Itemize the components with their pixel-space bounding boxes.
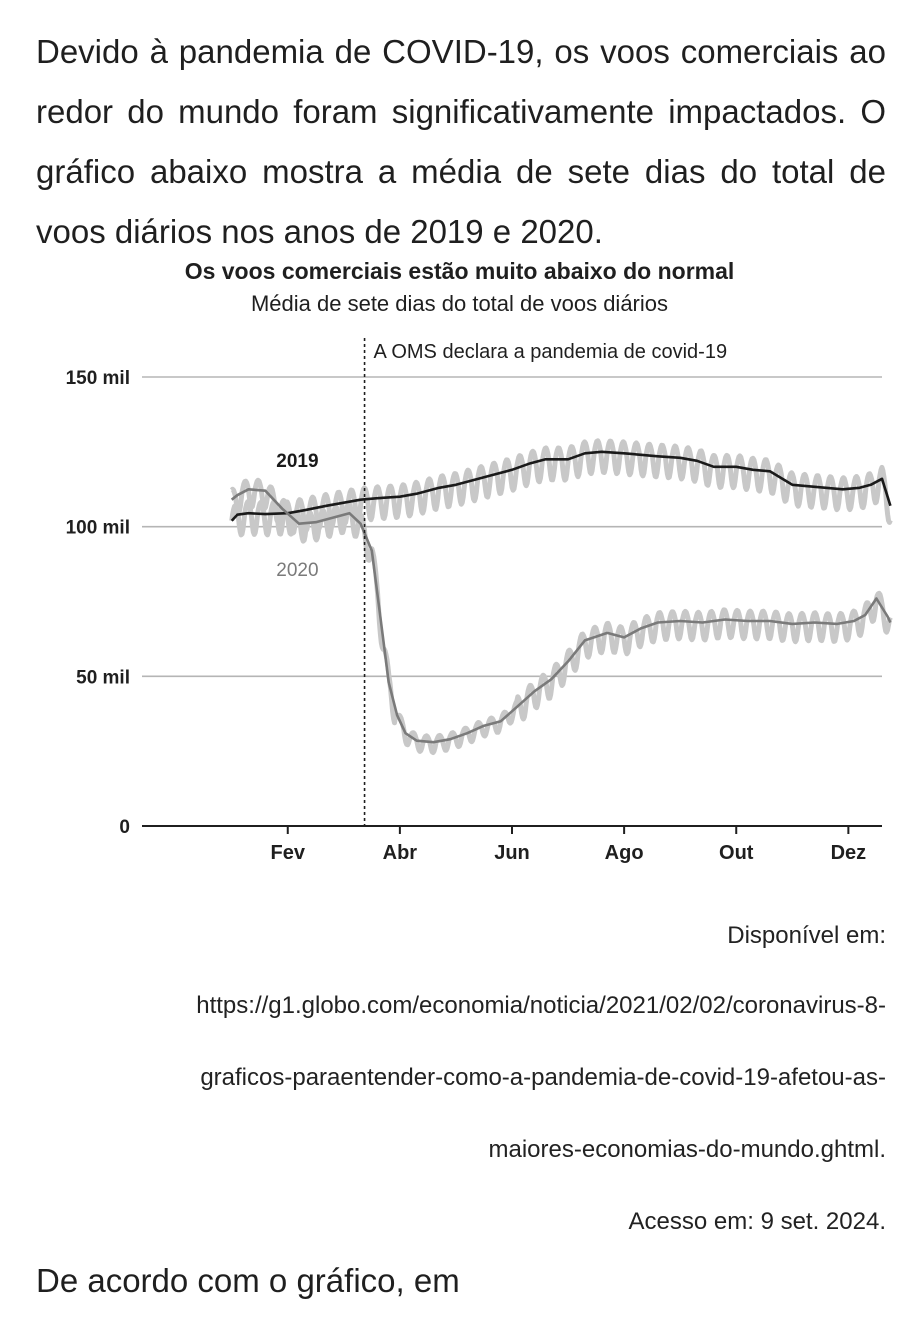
intro-paragraph: Devido à pandemia de COVID-19, os voos c… xyxy=(36,33,886,250)
axis-layer: 0 50 mil 100 mil 150 mil Fev Abr Jun Ago Out Dez xyxy=(66,368,882,864)
source-url-line-1[interactable]: https://g1.globo.com/economia/noticia/20… xyxy=(196,992,886,1019)
series-line-2019 xyxy=(230,450,892,522)
daily-values-layer xyxy=(229,438,893,756)
access-date: Acesso em: 9 set. 2024. xyxy=(628,1208,886,1235)
x-tick-label: Ago xyxy=(605,842,644,864)
source-url-line-2[interactable]: graficos-paraentender-como-a-pandemia-de… xyxy=(200,1064,886,1091)
source-label: Disponível em: xyxy=(727,922,886,949)
x-tick-label: Jun xyxy=(494,842,530,864)
y-tick-label: 150 mil xyxy=(66,368,130,389)
x-tick-label: Out xyxy=(719,842,754,864)
y-tick-label: 0 xyxy=(119,817,130,838)
chart-subtitle: Média de sete dias do total de voos diár… xyxy=(250,291,669,316)
x-tick-label: Fev xyxy=(271,842,306,864)
chart-title: Os voos comerciais estão muito abaixo do… xyxy=(184,258,735,284)
series-label-2020: 2020 xyxy=(276,560,318,581)
annotation-layer: A OMS declara a pandemia de covid-19 xyxy=(363,338,728,826)
flights-line-chart: 2019 2020 A OMS declara a pandemia de cov… xyxy=(66,338,893,864)
x-tick-label: Abr xyxy=(383,842,418,864)
series-lines-layer: 2019 2020 xyxy=(230,450,892,744)
question-text: De acordo com o gráfico, em xyxy=(36,1262,460,1299)
who-declaration-label: A OMS declara a pandemia de covid-19 xyxy=(374,341,728,363)
source-url-line-3[interactable]: maiores-economias-do-mundo.ghtml. xyxy=(488,1136,887,1163)
series-line-2020 xyxy=(230,488,892,744)
series-label-2019: 2019 xyxy=(276,451,318,472)
y-tick-label: 100 mil xyxy=(66,518,130,539)
x-tick-label: Dez xyxy=(831,842,867,864)
y-tick-label: 50 mil xyxy=(76,667,130,688)
daily-values-2020 xyxy=(229,477,893,756)
